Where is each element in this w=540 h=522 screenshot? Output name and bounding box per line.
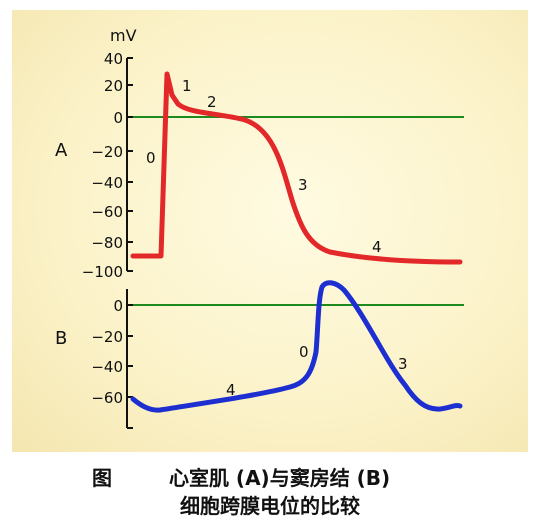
caption-line-1: 图 心室肌 (A)与窦房结 (B)	[92, 462, 512, 491]
panel-a-axis	[126, 57, 133, 272]
phase-label: 4	[372, 238, 382, 256]
panel-b-trace	[130, 280, 463, 413]
figure-caption: 图 心室肌 (A)与窦房结 (B) 细胞跨膜电位的比较	[0, 456, 540, 522]
figure-label: 图	[92, 466, 112, 490]
panel-a-tick-labels: 40 20 0 −20 −40 −60 −80 −100	[82, 50, 123, 281]
phase-label: 3	[298, 176, 308, 194]
panel-a-phase-labels: 0 1 2 3 4	[146, 77, 382, 256]
tick-label: −20	[91, 143, 123, 161]
tick-label: 40	[104, 50, 123, 68]
panel-b-phase-labels: 0 3 4	[226, 343, 408, 399]
phase-label: 4	[226, 381, 236, 399]
phase-label: 2	[207, 93, 217, 111]
tick-label: −60	[91, 203, 123, 221]
tick-label: −20	[91, 328, 123, 346]
panel-b-tick-labels: 0 −20 −40 −60	[91, 297, 123, 407]
panel-b-label: B	[55, 328, 67, 349]
tick-label: 20	[104, 77, 123, 95]
tick-label: −40	[91, 174, 123, 192]
caption-line-2: 细胞跨膜电位的比较	[180, 494, 360, 518]
phase-label: 3	[398, 355, 408, 373]
tick-label: −80	[91, 234, 123, 252]
caption-title: 心室肌 (A)与窦房结 (B)	[168, 466, 391, 490]
tick-label: 0	[113, 297, 123, 315]
phase-label: 0	[146, 149, 156, 167]
tick-label: −100	[82, 263, 123, 281]
panel-a-label: A	[55, 140, 68, 161]
phase-label: 0	[299, 343, 309, 361]
panel-a-trace	[130, 71, 463, 265]
diagram-panel	[12, 10, 528, 452]
tick-label: 0	[113, 109, 123, 127]
tick-label: −40	[91, 358, 123, 376]
axis-unit-label: mV	[110, 26, 137, 45]
panel-b-axis	[126, 289, 133, 429]
phase-label: 1	[182, 77, 192, 95]
tick-label: −60	[91, 389, 123, 407]
